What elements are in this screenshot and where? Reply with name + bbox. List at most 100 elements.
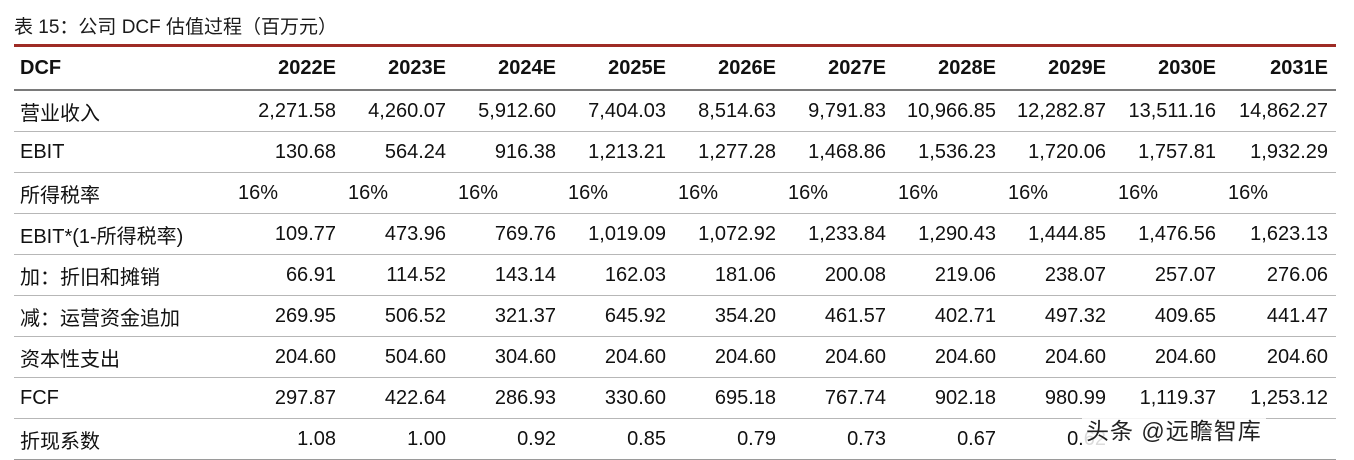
table-cell: 297.87 <box>274 386 336 409</box>
table-cell: 1,757.81 <box>1138 140 1216 163</box>
table-cell: 219.06 <box>934 263 996 286</box>
table-cell: 0.92 <box>517 427 556 450</box>
table-row: 所得税率 16% 16% 16% 16% 16% 16% 16% 16% 16% 16% <box>14 173 1336 214</box>
table-cell: 109.77 <box>274 222 336 245</box>
table-cell: 902.18 <box>934 386 996 409</box>
table-cell: 441.47 <box>1266 304 1328 327</box>
table-cell: 1,536.23 <box>918 140 996 163</box>
table-cell: 204.60 <box>934 345 996 368</box>
table-cell: 0.79 <box>737 427 776 450</box>
table-cell: 1.00 <box>407 427 446 450</box>
header-year: 2024E <box>498 56 556 79</box>
table-cell: 980.99 <box>1044 386 1106 409</box>
table-cell: 0.67 <box>957 427 996 450</box>
table-cell: 7,404.03 <box>588 99 666 122</box>
header-year: 2028E <box>938 56 996 79</box>
table-row: EBIT*(1-所得税率) 109.77 473.96 769.76 1,019.09 1… <box>14 214 1336 255</box>
table-cell: 162.03 <box>604 263 666 286</box>
table-row: 资本性支出 204.60 504.60 304.60 204.60 204.60 204.6… <box>14 337 1336 378</box>
table-cell: 0.85 <box>627 427 666 450</box>
table-cell: 16% <box>348 181 389 204</box>
table-cell: 257.07 <box>1154 263 1216 286</box>
table-cell: 9,791.83 <box>808 99 886 122</box>
table-cell: 402.71 <box>934 304 996 327</box>
table-cell: 645.92 <box>604 304 666 327</box>
table-cell: 204.60 <box>1044 345 1106 368</box>
table-cell: 1,072.92 <box>698 222 776 245</box>
header-label-dcf: DCF <box>20 56 62 79</box>
row-label: 减：运营资金追加 <box>20 307 180 330</box>
table-cell: 1,119.37 <box>1139 386 1216 409</box>
header-year: 2027E <box>828 56 886 79</box>
watermark: 头条 @远瞻智库 <box>1082 412 1266 446</box>
table-cell: 1,213.21 <box>588 140 666 163</box>
table-cell: 143.14 <box>494 263 556 286</box>
row-label: 折现系数 <box>20 430 100 453</box>
table-cell: 5,912.60 <box>478 99 556 122</box>
table-cell: 2,271.58 <box>258 99 336 122</box>
table-row: 营业收入 2,271.58 4,260.07 5,912.60 7,404.03 8,51… <box>14 91 1336 132</box>
table-cell: 200.08 <box>824 263 886 286</box>
table-cell: 12,282.87 <box>1017 99 1106 122</box>
table-cell: 504.60 <box>384 345 446 368</box>
table-cell: 204.60 <box>824 345 886 368</box>
table-cell: 1,233.84 <box>808 222 886 245</box>
table-cell: 1,476.56 <box>1138 222 1216 245</box>
table-cell: 16% <box>458 181 499 204</box>
table-cell: 66.91 <box>285 263 336 286</box>
table-cell: 16% <box>678 181 719 204</box>
table-cell: 409.65 <box>1154 304 1216 327</box>
table-cell: 276.06 <box>1266 263 1328 286</box>
header-year: 2023E <box>388 56 446 79</box>
table-cell: 767.74 <box>824 386 886 409</box>
table-cell: 461.57 <box>824 304 886 327</box>
row-label: EBIT*(1-所得税率) <box>20 225 184 248</box>
table-body: 营业收入 2,271.58 4,260.07 5,912.60 7,404.03 8,51… <box>14 91 1336 460</box>
table-cell: 204.60 <box>1154 345 1216 368</box>
dcf-table: DCF 2022E 2023E 2024E 2025E 2026E 2027E 2028E 20… <box>14 44 1336 460</box>
table-cell: 114.52 <box>386 263 446 286</box>
row-label: 营业收入 <box>20 102 100 125</box>
row-label: EBIT <box>20 140 65 163</box>
row-label: FCF <box>20 386 59 409</box>
row-label: 所得税率 <box>20 184 100 207</box>
table-cell: 10,966.85 <box>907 99 996 122</box>
table-cell: 16% <box>238 181 279 204</box>
table-cell: 14,862.27 <box>1239 99 1328 122</box>
table-cell: 473.96 <box>384 222 446 245</box>
table-top-rule <box>14 44 1336 47</box>
table-cell: 321.37 <box>494 304 556 327</box>
table-cell: 16% <box>1118 181 1159 204</box>
table-cell: 16% <box>788 181 829 204</box>
table-row: EBIT 130.68 564.24 916.38 1,213.21 1,277.28 1,… <box>14 132 1336 173</box>
table-caption: 表 15：公司 DCF 估值过程（百万元） <box>14 17 338 38</box>
table-header-row: DCF 2022E 2023E 2024E 2025E 2026E 2027E 2028E 20… <box>14 47 1336 91</box>
table-cell: 916.38 <box>494 140 556 163</box>
row-label: 资本性支出 <box>20 348 120 371</box>
table-cell: 130.68 <box>274 140 336 163</box>
table-cell: 1,019.09 <box>588 222 666 245</box>
table-cell: 330.60 <box>604 386 666 409</box>
table-cell: 1,290.43 <box>918 222 996 245</box>
header-year: 2022E <box>278 56 336 79</box>
table-cell: 304.60 <box>494 345 556 368</box>
table-cell: 16% <box>1228 181 1269 204</box>
table-cell: 204.60 <box>274 345 336 368</box>
row-label: 加：折旧和摊销 <box>20 266 160 289</box>
table-cell: 0.73 <box>847 427 886 450</box>
header-year: 2026E <box>718 56 776 79</box>
table-cell: 1,623.13 <box>1250 222 1328 245</box>
table-cell: 4,260.07 <box>368 99 446 122</box>
table-cell: 13,511.16 <box>1128 99 1217 122</box>
table-cell: 1,277.28 <box>698 140 776 163</box>
table-cell: 354.20 <box>714 304 776 327</box>
header-year: 2030E <box>1158 56 1216 79</box>
table-cell: 238.07 <box>1044 263 1106 286</box>
table-cell: 695.18 <box>714 386 776 409</box>
header-year: 2029E <box>1048 56 1106 79</box>
table-cell: 1,253.12 <box>1250 386 1328 409</box>
table-cell: 286.93 <box>494 386 556 409</box>
table-cell: 269.95 <box>274 304 336 327</box>
table-cell: 1,444.85 <box>1028 222 1106 245</box>
header-year: 2025E <box>608 56 666 79</box>
